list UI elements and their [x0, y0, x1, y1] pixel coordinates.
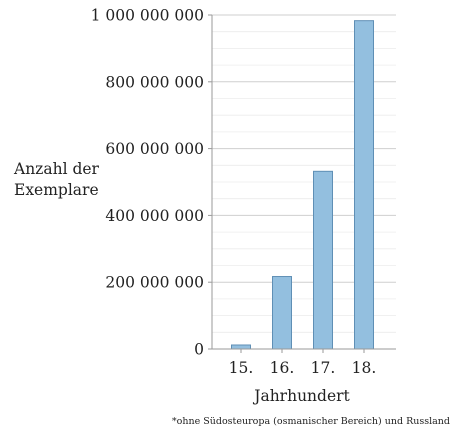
axes — [208, 14, 396, 353]
x-tick-label: 17. — [311, 359, 336, 377]
x-tick-labels: 15. 16. 17. 18. — [229, 359, 377, 377]
y-tick-label: 600 000 000 — [105, 140, 204, 158]
y-tick-label: 1 000 000 000 — [91, 7, 204, 25]
y-tick-label: 200 000 000 — [105, 274, 204, 292]
bar-4 — [354, 20, 374, 350]
y-axis-label-line-2: Exemplare — [14, 181, 99, 199]
x-tick-label: 15. — [229, 359, 254, 377]
y-tick-label: 0 — [194, 341, 204, 359]
x-axis-label: Jahrhundert — [252, 387, 350, 405]
x-tick-label: 16. — [270, 359, 295, 377]
footnote: *ohne Südosteuropa (osmanischer Bereich)… — [172, 416, 450, 427]
y-tick-label: 400 000 000 — [105, 207, 204, 225]
x-tick-label: 18. — [352, 359, 377, 377]
bar-3 — [313, 170, 333, 350]
bars — [231, 20, 374, 350]
y-tick-label: 800 000 000 — [105, 73, 204, 91]
y-tick-labels: 0 200 000 000 400 000 000 600 000 000 800 00… — [91, 7, 204, 359]
bar-2 — [272, 276, 292, 350]
bar-1 — [231, 344, 251, 350]
y-axis-label-line-1: Anzahl der — [13, 160, 100, 178]
